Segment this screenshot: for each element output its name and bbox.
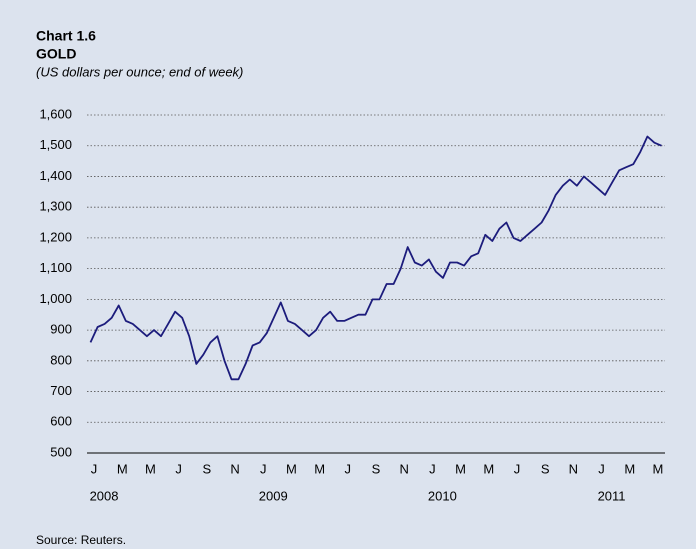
x-tick-label: M [286, 461, 297, 476]
y-tick-label: 600 [50, 414, 72, 429]
year-label: 2009 [259, 488, 288, 503]
data-line [89, 135, 662, 381]
x-tick-label: J [91, 461, 98, 476]
x-tick-label: J [514, 461, 521, 476]
y-tick-label: 800 [50, 352, 72, 367]
y-tick-label: 500 [50, 444, 72, 459]
x-tick-label: N [230, 461, 239, 476]
unit-note: (US dollars per ounce; end of week) [36, 64, 243, 79]
x-tick-label: N [399, 461, 408, 476]
y-tick-label: 1,600 [39, 106, 72, 121]
x-tick-label: J [175, 461, 182, 476]
x-tick-label: M [314, 461, 325, 476]
x-tick-label: S [202, 461, 211, 476]
y-tick-label: 900 [50, 322, 72, 337]
x-tick-label: M [145, 461, 156, 476]
x-tick-label: M [117, 461, 128, 476]
chart-title: Chart 1.6 [36, 28, 96, 44]
x-tick-label: S [372, 461, 381, 476]
x-tick-label: J [260, 461, 267, 476]
x-tick-label: M [483, 461, 494, 476]
year-label: 2010 [428, 488, 457, 503]
x-tick-label: J [429, 461, 436, 476]
y-tick-label: 1,500 [39, 137, 72, 152]
x-tick-label: S [541, 461, 550, 476]
y-tick-label: 1,200 [39, 229, 72, 244]
x-tick-label: M [653, 461, 664, 476]
x-tick-label: J [345, 461, 352, 476]
x-tick-label: J [598, 461, 605, 476]
y-tick-label: 1,400 [39, 168, 72, 183]
y-tick-label: 700 [50, 383, 72, 398]
y-tick-label: 1,000 [39, 291, 72, 306]
year-label: 2011 [598, 488, 626, 503]
year-label: 2008 [90, 488, 119, 503]
source: Source: Reuters. [36, 533, 126, 547]
x-tick-label: M [455, 461, 466, 476]
y-tick-label: 1,100 [39, 260, 72, 275]
x-tick-label: N [569, 461, 578, 476]
y-tick-label: 1,300 [39, 199, 72, 214]
chart-subtitle: GOLD [36, 46, 76, 62]
x-tick-label: M [624, 461, 635, 476]
